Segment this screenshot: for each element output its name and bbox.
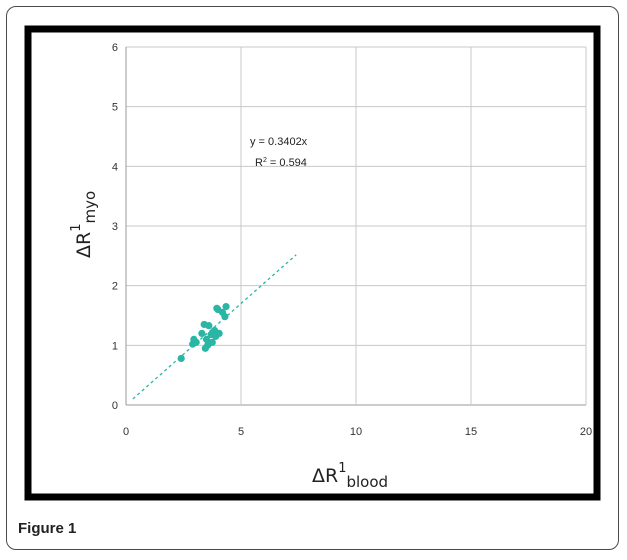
grid-lines: [125, 46, 587, 406]
data-point: [202, 335, 211, 343]
x-axis-label: ΔR1blood: [312, 461, 388, 491]
x-tick-label: 15: [465, 426, 477, 438]
y-tick-label: 4: [112, 161, 118, 173]
data-point: [214, 305, 222, 314]
x-tick-label: 10: [350, 426, 362, 438]
y-tick-label: 0: [112, 400, 118, 412]
y-tick-label: 5: [112, 102, 118, 114]
r2-annotation: R2 = 0.594: [255, 157, 307, 169]
y-tick-label: 1: [112, 340, 118, 352]
x-tick-label: 0: [123, 426, 129, 438]
data-point: [192, 338, 200, 346]
data-point: [177, 354, 185, 363]
chart-border: [24, 25, 601, 501]
data-point: [198, 329, 206, 337]
y-tick-label: 6: [112, 42, 118, 54]
data-point: [215, 329, 223, 337]
data-point: [208, 338, 216, 346]
data-point: [221, 313, 229, 321]
x-tick-label: 20: [580, 426, 592, 438]
data-point: [205, 322, 213, 330]
y-axis-label: ΔR1myo: [69, 191, 99, 258]
y-tick-labels: 0 1 2 3 4 5 6: [112, 42, 118, 412]
figure-frame: [6, 6, 619, 550]
figure-caption-label: Figure 1: [18, 520, 77, 537]
x-tick-labels: 0 5 10 15 20: [123, 426, 592, 438]
equation-annotation: y = 0.3402x: [250, 136, 308, 148]
y-tick-label: 3: [112, 221, 118, 233]
y-tick-label: 2: [112, 281, 118, 293]
x-tick-label: 5: [238, 426, 244, 438]
data-points: [177, 302, 230, 363]
data-point: [222, 302, 230, 311]
